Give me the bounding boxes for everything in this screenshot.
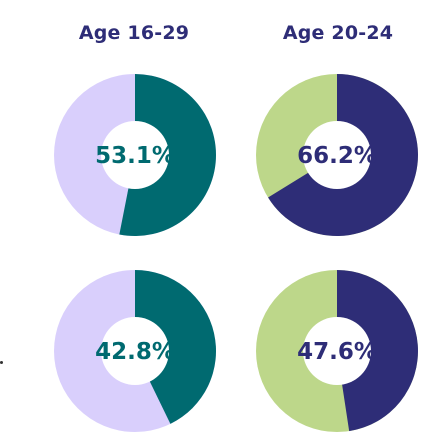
donut-value-slice [337, 270, 418, 432]
donut-value-slice [135, 270, 217, 424]
donut-value-label: 42.8% [95, 339, 175, 365]
donut-value-label: 53.1% [95, 143, 175, 169]
column-title-age-16-29: Age 16-29 [78, 22, 190, 44]
donut-chart-2: 66.2% [256, 74, 418, 236]
donut-chart-1: 53.1% [54, 74, 216, 236]
donut-value-label: 66.2% [297, 143, 377, 169]
donut-hole [101, 317, 169, 385]
donut-chart-4: 47.6% [256, 270, 418, 432]
donut-hole [303, 121, 371, 189]
donut-chart-3: 42.8% [54, 270, 217, 432]
donut-hole [101, 121, 169, 189]
column-title-age-20-24: Age 20-24 [282, 22, 394, 44]
donut-hole [303, 317, 371, 385]
donut-value-label: 47.6% [297, 339, 377, 365]
decorative-dot [0, 361, 3, 364]
